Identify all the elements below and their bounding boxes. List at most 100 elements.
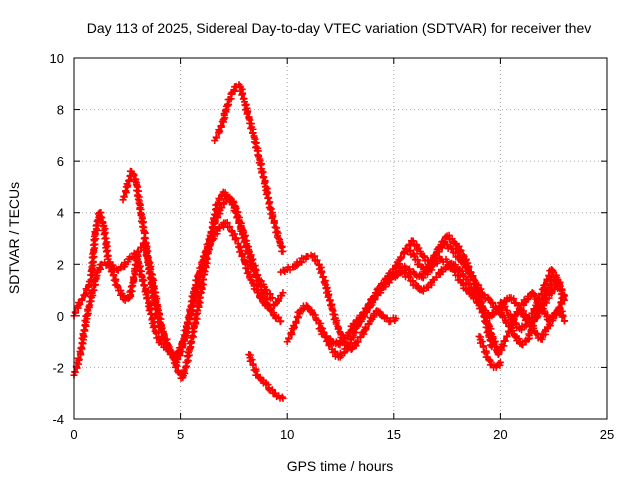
data-point — [503, 307, 511, 315]
data-point — [560, 296, 568, 304]
x-tick-label: 0 — [70, 427, 77, 442]
data-point — [349, 344, 357, 352]
chart-title: Day 113 of 2025, Sidereal Day-to-day VTE… — [87, 20, 591, 36]
data-point — [120, 192, 128, 200]
data-point — [320, 328, 328, 336]
data-point — [211, 210, 219, 218]
data-point — [238, 91, 246, 99]
data-point — [125, 177, 133, 185]
series-track-4 — [211, 81, 287, 255]
x-tick-label: 25 — [600, 427, 614, 442]
data-point — [198, 285, 206, 293]
data-point — [143, 242, 151, 250]
data-point — [250, 266, 258, 274]
data-point — [183, 318, 191, 326]
data-point — [85, 302, 93, 310]
data-point — [71, 308, 79, 316]
data-point — [124, 182, 132, 190]
data-point — [512, 319, 520, 327]
data-point — [292, 318, 300, 326]
data-point — [501, 337, 509, 345]
y-tick-label: 0 — [57, 309, 64, 324]
data-point — [220, 199, 228, 207]
data-points — [70, 81, 569, 402]
x-tick-label: 20 — [493, 427, 507, 442]
y-tick-label: -2 — [52, 360, 64, 375]
data-point — [108, 266, 116, 274]
data-point — [238, 251, 246, 259]
data-point — [74, 354, 82, 362]
data-point — [270, 219, 278, 227]
data-point — [392, 271, 400, 279]
data-point — [232, 235, 240, 243]
x-axis-label: GPS time / hours — [287, 458, 394, 474]
data-point — [280, 267, 288, 275]
plot-frame — [73, 57, 608, 420]
data-point — [226, 223, 234, 231]
data-point — [217, 122, 225, 130]
y-tick-label: 2 — [57, 257, 64, 272]
series-track-10 — [400, 231, 568, 359]
data-point — [318, 268, 326, 276]
data-point — [392, 314, 400, 322]
data-point — [360, 309, 368, 317]
data-point — [370, 293, 378, 301]
data-point — [200, 267, 208, 275]
data-point — [350, 320, 358, 328]
y-axis-label: SDTVAR / TECUs — [6, 182, 22, 294]
y-tick-label: 6 — [57, 154, 64, 169]
data-point — [501, 302, 509, 310]
data-point — [268, 294, 276, 302]
data-point — [420, 252, 428, 260]
data-point — [287, 329, 295, 337]
data-point — [332, 318, 340, 326]
series-track-6 — [277, 251, 400, 353]
data-point — [213, 133, 221, 141]
data-point — [483, 317, 491, 325]
data-point — [560, 317, 568, 325]
series-track-5 — [245, 351, 287, 402]
data-point — [252, 143, 260, 151]
data-point — [151, 305, 159, 313]
data-point — [127, 283, 135, 291]
data-point — [357, 313, 365, 321]
data-point — [216, 127, 224, 135]
data-point — [114, 282, 122, 290]
data-point — [313, 256, 321, 264]
data-point — [354, 338, 362, 346]
data-point — [403, 245, 411, 253]
data-point — [269, 213, 277, 221]
data-point — [533, 329, 541, 337]
series-track-2 — [70, 193, 276, 367]
x-tick-label: 10 — [280, 427, 294, 442]
data-point — [150, 322, 158, 330]
data-point — [264, 194, 272, 202]
data-point — [231, 236, 239, 244]
series-track-11 — [475, 332, 504, 371]
data-point — [522, 311, 530, 319]
data-point — [75, 355, 83, 363]
data-point — [531, 291, 539, 299]
data-point — [439, 268, 447, 276]
data-point — [237, 246, 245, 254]
data-point — [275, 235, 283, 242]
data-point — [467, 268, 475, 276]
data-point — [279, 394, 287, 402]
data-point — [207, 228, 215, 236]
data-point — [405, 273, 413, 281]
data-point — [180, 368, 188, 376]
data-point — [558, 313, 566, 321]
data-point — [322, 332, 330, 340]
data-point — [370, 311, 378, 319]
data-point — [218, 204, 226, 212]
data-point — [524, 317, 532, 325]
data-point — [241, 237, 249, 245]
data-point — [410, 251, 418, 259]
data-point — [279, 247, 287, 255]
data-point — [433, 273, 441, 281]
data-point — [559, 312, 567, 320]
data-point — [138, 277, 146, 285]
data-point — [192, 310, 200, 318]
y-tick-label: 4 — [57, 206, 64, 221]
